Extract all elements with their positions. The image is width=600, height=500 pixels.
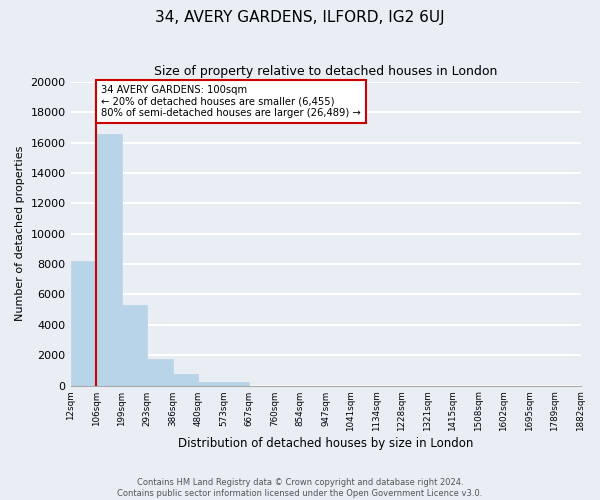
Title: Size of property relative to detached houses in London: Size of property relative to detached ho… <box>154 65 497 78</box>
Bar <box>96 134 122 386</box>
Text: Contains HM Land Registry data © Crown copyright and database right 2024.
Contai: Contains HM Land Registry data © Crown c… <box>118 478 482 498</box>
Bar <box>173 374 198 386</box>
Bar <box>71 261 96 386</box>
Text: 34 AVERY GARDENS: 100sqm
← 20% of detached houses are smaller (6,455)
80% of sem: 34 AVERY GARDENS: 100sqm ← 20% of detach… <box>101 85 361 118</box>
X-axis label: Distribution of detached houses by size in London: Distribution of detached houses by size … <box>178 437 473 450</box>
Bar <box>224 382 249 386</box>
Bar <box>147 359 173 386</box>
Y-axis label: Number of detached properties: Number of detached properties <box>15 146 25 322</box>
Bar <box>122 305 147 386</box>
Text: 34, AVERY GARDENS, ILFORD, IG2 6UJ: 34, AVERY GARDENS, ILFORD, IG2 6UJ <box>155 10 445 25</box>
Bar <box>198 382 224 386</box>
